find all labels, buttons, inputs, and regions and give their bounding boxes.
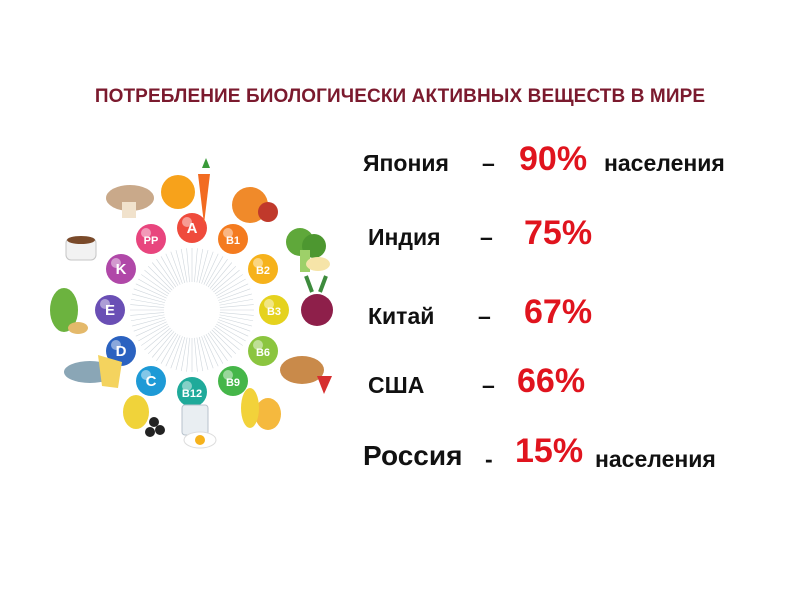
country-label: Китай <box>368 303 435 329</box>
sunburst-rays <box>130 248 254 372</box>
vitamin-label: B12 <box>182 388 202 400</box>
apple-icon <box>232 187 278 223</box>
vitamin-label: D <box>116 343 127 360</box>
percent-value: 75% <box>524 214 593 252</box>
vitamin-ball: C <box>136 366 166 397</box>
vitamin-ball: B3 <box>259 295 289 325</box>
coffee-cup-icon <box>65 236 97 261</box>
vitamin-label: K <box>116 261 127 278</box>
mushroom-icon <box>106 185 154 218</box>
dash: – <box>478 303 491 329</box>
beet-icon <box>301 275 333 326</box>
dash: - <box>485 446 493 472</box>
country-label: Россия <box>363 440 463 471</box>
dash: – <box>480 224 493 250</box>
vitamin-label: B2 <box>256 265 270 277</box>
vitamin-ball: B6 <box>248 336 279 366</box>
vitamin-label: PP <box>144 235 159 247</box>
page-title: ПОТРЕБЛЕНИЕ БИОЛОГИЧЕСКИ АКТИВНЫХ ВЕЩЕСТ… <box>94 86 706 107</box>
lemon-currant-icon <box>123 395 165 437</box>
vitamin-ball: PP <box>136 223 166 254</box>
vitamin-label: B1 <box>226 235 240 247</box>
peas-icon <box>50 288 88 334</box>
vitamin-label: C <box>146 373 157 390</box>
vitamin-label: B3 <box>267 306 281 318</box>
suffix-label: населения <box>595 446 716 472</box>
wheel-center <box>164 282 220 338</box>
fish-cheese-icon <box>64 355 122 388</box>
vitamin-ball: K <box>105 254 136 284</box>
vitamin-label: B9 <box>226 377 240 389</box>
vitamin-wheel-illustration: A B1 B2 B3 B6 B9 B12 C D E K PP <box>50 158 333 449</box>
country-label: Индия <box>368 224 441 250</box>
percent-value: 67% <box>524 293 593 331</box>
suffix-label: населения <box>604 150 725 176</box>
percent-value: 15% <box>515 432 584 470</box>
broccoli-icon <box>286 228 330 272</box>
nut-strawberry-icon <box>280 356 332 394</box>
vitamin-ball: A <box>177 213 207 243</box>
vitamin-label: A <box>187 220 198 237</box>
dash: – <box>482 372 495 398</box>
onion-icon <box>241 388 281 430</box>
vitamin-ball: B1 <box>218 223 248 254</box>
vitamin-ball: B9 <box>218 366 248 397</box>
vitamin-ring: A B1 B2 B3 B6 B9 B12 C D E K PP <box>95 213 289 407</box>
orange-carrot-icon <box>161 158 210 224</box>
country-label: Япония <box>363 150 449 176</box>
country-label: США <box>368 372 425 398</box>
vitamin-ball: E <box>95 295 125 325</box>
vitamin-label: B6 <box>256 347 270 359</box>
percent-value: 90% <box>519 140 588 178</box>
vitamin-ball: B12 <box>177 377 207 407</box>
dash: – <box>482 150 495 176</box>
vitamin-label: E <box>105 302 115 319</box>
milk-egg-icon <box>181 404 217 449</box>
percent-value: 66% <box>517 362 586 400</box>
vitamin-ball: D <box>105 336 136 366</box>
vitamin-ball: B2 <box>248 254 279 284</box>
